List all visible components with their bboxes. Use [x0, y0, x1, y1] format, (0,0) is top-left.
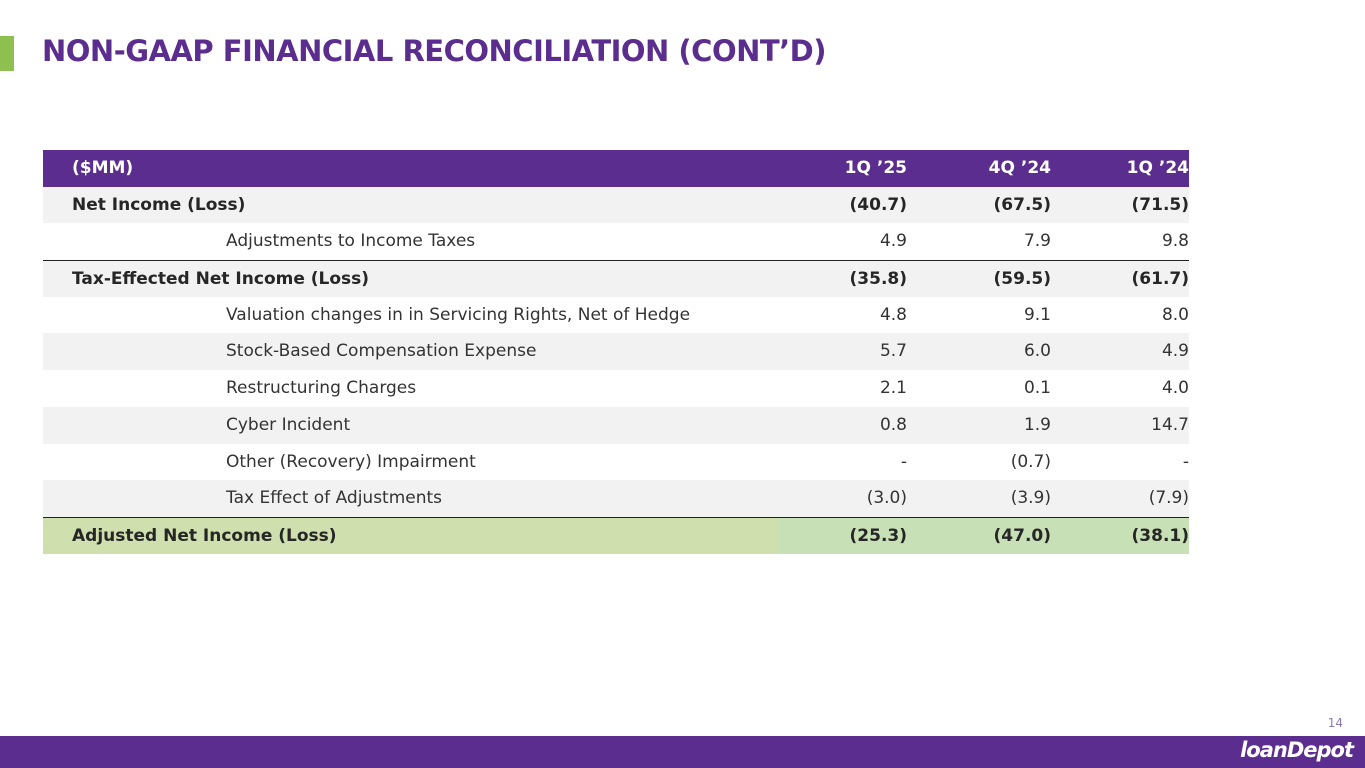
table-row: Adjusted Net Income (Loss) (25.3) (47.0) (3… — [43, 516, 1189, 554]
cell-value: 5.7 — [879, 341, 907, 362]
cell-value: 14.7 — [1151, 414, 1189, 435]
row-label: Cyber Incident — [226, 414, 351, 435]
header-cell: 4Q ’24 — [988, 158, 1051, 178]
cell-value: (71.5) — [1131, 194, 1189, 215]
cell-value: (3.0) — [866, 488, 907, 509]
cell-value: 8.0 — [1161, 304, 1189, 325]
cell-value: 4.9 — [879, 231, 907, 252]
row-label: Net Income (Loss) — [72, 194, 246, 215]
cell-value: (67.5) — [993, 194, 1051, 215]
table-row: Stock-Based Compensation Expense 5.7 6.0 4.… — [43, 333, 1189, 371]
cell-value: 0.8 — [879, 414, 907, 435]
header-cell: 1Q ’24 — [1126, 158, 1189, 178]
cell-value: 4.8 — [879, 304, 907, 325]
cell-value: (47.0) — [993, 525, 1051, 546]
row-label: Adjustments to Income Taxes — [226, 231, 476, 252]
cell-value: (35.8) — [849, 269, 907, 290]
row-label: Tax Effect of Adjustments — [226, 488, 443, 509]
cell-value: 9.1 — [1023, 304, 1051, 325]
cell-value: (61.7) — [1131, 269, 1189, 290]
header-cell: 1Q ’25 — [844, 158, 907, 178]
row-label: Restructuring Charges — [226, 378, 417, 399]
cell-value: (0.7) — [1010, 451, 1051, 472]
cell-value: - — [900, 451, 907, 472]
cell-value: 7.9 — [1023, 231, 1051, 252]
row-label: Stock-Based Compensation Expense — [226, 341, 537, 362]
footer-bar — [0, 736, 1365, 768]
row-label: Other (Recovery) Impairment — [226, 451, 476, 472]
table-row: Valuation changes in in Servicing Rights… — [43, 297, 1189, 334]
cell-value: (40.7) — [849, 194, 907, 215]
table-row: Tax-Effected Net Income (Loss) (35.8) (59.… — [43, 260, 1189, 297]
table-row: Net Income (Loss) (40.7) (67.5) (71.5) — [43, 186, 1189, 224]
cell-value: 1.9 — [1023, 414, 1051, 435]
slide-title: NON-GAAP FINANCIAL RECONCILIATION (CONT’… — [42, 34, 827, 68]
cell-value: (59.5) — [993, 269, 1051, 290]
table-row: Cyber Incident 0.8 1.9 14.7 — [43, 406, 1189, 444]
table-row: Tax Effect of Adjustments (3.0) (3.9) (7.9) — [43, 480, 1189, 517]
cell-value: 4.9 — [1161, 341, 1189, 362]
row-label: Valuation changes in in Servicing Rights… — [226, 304, 691, 325]
table: ($MM) 1Q ’25 4Q ’24 1Q ’24 Net Income (Loss)… — [43, 150, 1189, 554]
table-row: Adjustments to Income Taxes 4.9 7.9 9.8 — [43, 223, 1189, 260]
accent-bar — [0, 36, 14, 71]
header-label: ($MM) — [72, 158, 134, 178]
table-row: Other (Recovery) Impairment - (0.7) - — [43, 444, 1189, 481]
cell-value: 2.1 — [879, 378, 907, 399]
cell-value: - — [1182, 451, 1189, 472]
cell-value: (7.9) — [1148, 488, 1189, 509]
header-row: ($MM) 1Q ’25 4Q ’24 1Q ’24 — [43, 150, 1189, 187]
cell-value: (38.1) — [1131, 525, 1189, 546]
cell-value: 0.1 — [1023, 378, 1051, 399]
cell-value: (3.9) — [1010, 488, 1051, 509]
row-label: Tax-Effected Net Income (Loss) — [72, 269, 370, 290]
logo: loanDepot — [1240, 738, 1354, 762]
cell-value: 6.0 — [1023, 341, 1051, 362]
cell-value: 4.0 — [1161, 378, 1189, 399]
page-number: 14 — [1327, 716, 1343, 730]
table-row: Restructuring Charges 2.1 0.1 4.0 — [43, 370, 1189, 407]
row-label: Adjusted Net Income (Loss) — [72, 525, 337, 546]
cell-value: (25.3) — [849, 525, 907, 546]
cell-value: 9.8 — [1161, 231, 1189, 252]
